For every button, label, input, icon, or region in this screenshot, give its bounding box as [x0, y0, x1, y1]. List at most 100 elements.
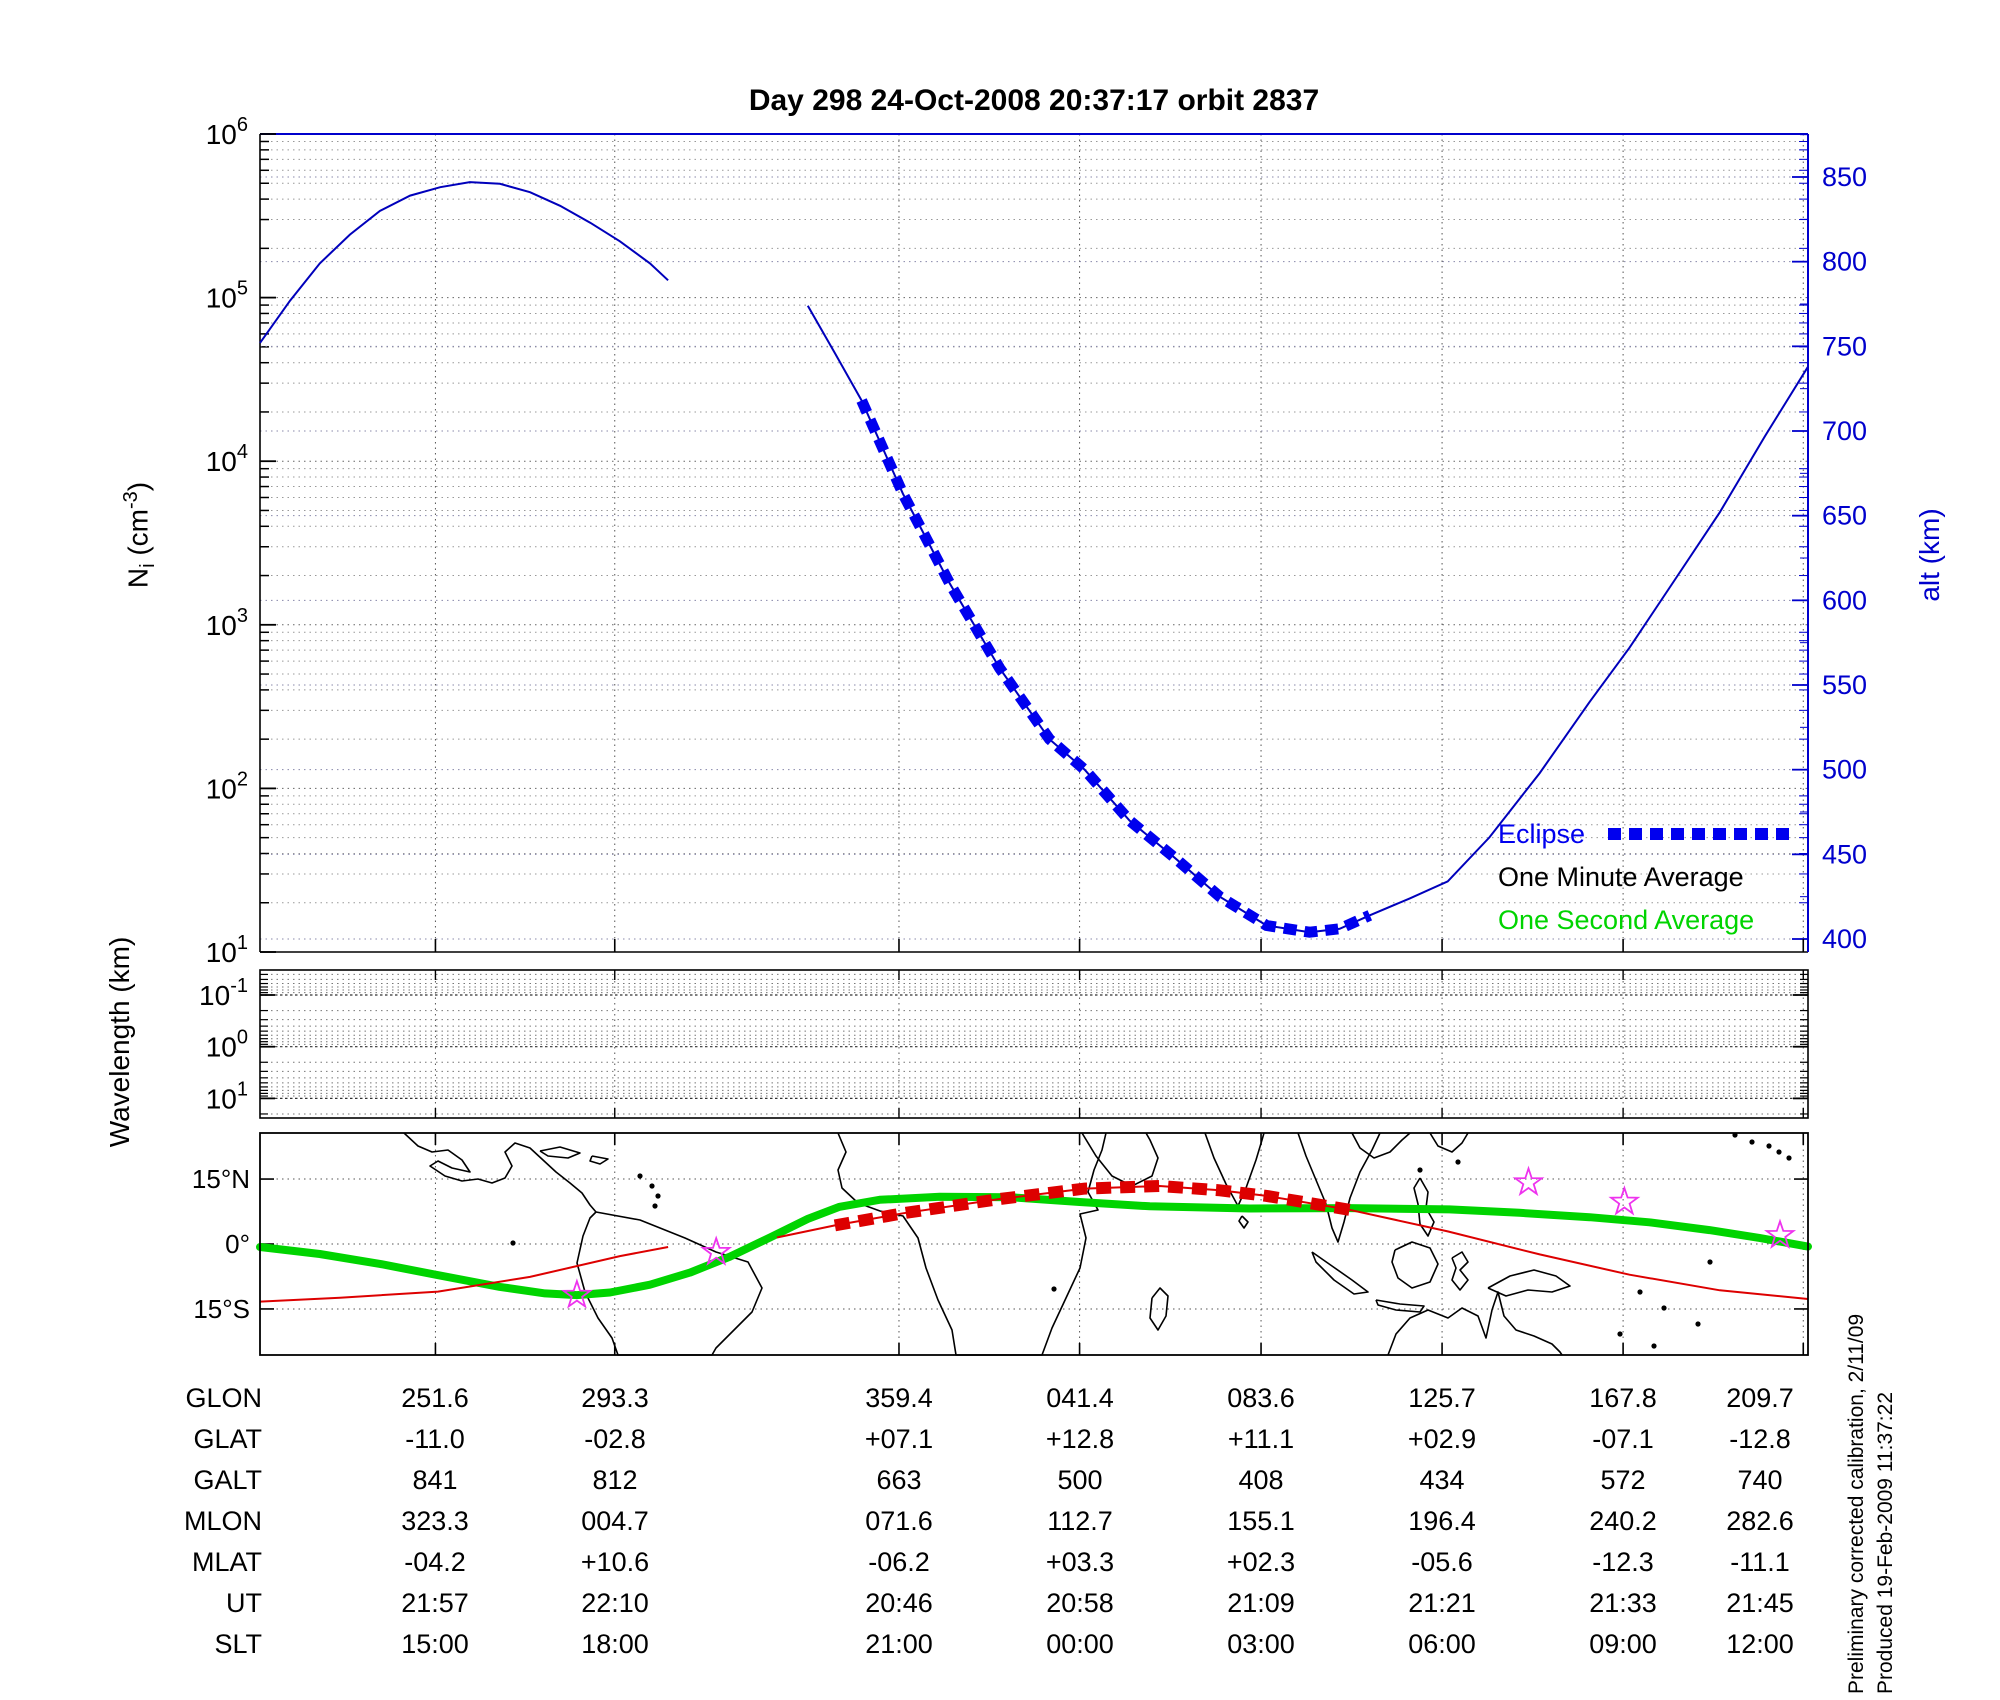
table-row-label-mlat: MLAT — [191, 1547, 262, 1577]
table-cell-glat-col6: +02.9 — [1407, 1424, 1477, 1454]
coastline — [1451, 1251, 1469, 1291]
table-cell-glon-col7: 167.8 — [1589, 1383, 1657, 1413]
coastline — [1375, 1299, 1425, 1313]
table-cell-glat-col5: +11.1 — [1227, 1424, 1295, 1454]
table-cell-mlat-col2: +10.6 — [580, 1547, 650, 1577]
table-cell-mlon-col4: 112.7 — [1047, 1506, 1113, 1536]
legend-label-one-second-average: One Second Average — [1498, 905, 1754, 935]
table-cell-mlat-col3: -06.2 — [868, 1547, 930, 1577]
island-dot — [652, 1203, 658, 1209]
wavelength-axis-title: Wavelength (km) — [104, 936, 135, 1148]
map-panel-frame — [259, 1132, 1809, 1356]
table-cell-ut-col3: 20:46 — [865, 1588, 933, 1618]
table-cell-ut-col1: 21:57 — [401, 1588, 469, 1618]
table-cell-glat-col1: -11.0 — [405, 1424, 465, 1454]
ni-axis-title: Ni (cm-3) — [120, 482, 160, 588]
map-star-marker — [1608, 1185, 1641, 1216]
table-cell-glon-col8: 209.7 — [1726, 1383, 1794, 1413]
table-cell-glat-col4: +12.8 — [1045, 1424, 1115, 1454]
alt-tick-label: 500 — [1822, 755, 1867, 785]
table-cell-mlon-col7: 240.2 — [1589, 1506, 1657, 1536]
island-dot — [1695, 1321, 1701, 1327]
table-cell-mlat-col8: -11.1 — [1730, 1547, 1790, 1577]
table-cell-galt-col8: 740 — [1737, 1465, 1783, 1495]
island-dot — [1417, 1167, 1423, 1173]
alt-tick-label: 800 — [1822, 247, 1867, 277]
table-cell-ut-col7: 21:33 — [1589, 1588, 1657, 1618]
island-dot — [1637, 1289, 1643, 1295]
coastline — [1297, 1132, 1381, 1243]
table-row-label-glat: GLAT — [193, 1424, 262, 1454]
table-cell-mlon-col5: 155.1 — [1227, 1506, 1295, 1536]
map-red-track-segment1 — [259, 1246, 669, 1303]
alt-tick-label: 850 — [1822, 162, 1867, 192]
table-row-label-galt: GALT — [193, 1465, 262, 1495]
side-notes: Preliminary corrected calibration, 2/11/… — [1842, 1314, 1900, 1694]
legend-label-eclipse: Eclipse — [1498, 819, 1585, 849]
table-cell-galt-col6: 434 — [1419, 1465, 1465, 1495]
table-cell-galt-col1: 841 — [412, 1465, 458, 1495]
table-cell-slt-col4: 00:00 — [1046, 1629, 1114, 1659]
coastline — [1429, 1132, 1469, 1153]
island-dot — [649, 1183, 655, 1189]
table-row-label-mlon: MLON — [183, 1506, 262, 1536]
ni-axis-title-sup: -3 — [120, 491, 143, 509]
coastline — [576, 1211, 763, 1356]
table-cell-ut-col6: 21:21 — [1408, 1588, 1476, 1618]
coastline — [1387, 1291, 1563, 1356]
table-cell-glon-col6: 125.7 — [1408, 1383, 1476, 1413]
ni-axis-title-mid: (cm — [122, 509, 154, 564]
coastline — [1487, 1269, 1571, 1297]
ni-tick-label: 106 — [206, 114, 248, 150]
table-cell-glon-col1: 251.6 — [401, 1383, 469, 1413]
coastline — [1413, 1177, 1435, 1237]
table-cell-ut-col8: 21:45 — [1726, 1588, 1794, 1618]
alt-tick-label: 400 — [1822, 924, 1867, 954]
island-dot — [1051, 1286, 1057, 1292]
map-star-marker — [700, 1235, 733, 1266]
table-row-label-slt: SLT — [214, 1629, 262, 1659]
ni-tick-label: 103 — [206, 605, 248, 641]
side-note-calibration: Preliminary corrected calibration, 2/11/… — [1845, 1313, 1868, 1694]
map-red-eclipse-overlay — [833, 1179, 1351, 1232]
island-dot — [637, 1173, 643, 1179]
table-cell-mlon-col2: 004.7 — [581, 1506, 649, 1536]
ni-axis-title-end: ) — [122, 481, 154, 492]
coastline — [589, 1155, 609, 1165]
table-cell-mlon-col6: 196.4 — [1408, 1506, 1476, 1536]
lat-tick-label: 0° — [225, 1229, 250, 1259]
wavelength-panel-frame — [259, 969, 1809, 1119]
map-green-track — [256, 1192, 1812, 1300]
coastline — [837, 1132, 1107, 1356]
alt-tick-label: 450 — [1822, 839, 1867, 869]
table-cell-slt-col2: 18:00 — [581, 1629, 649, 1659]
plot-title: Day 298 24-Oct-2008 20:37:17 orbit 2837 — [748, 84, 1320, 117]
table-row-label-glon: GLON — [185, 1383, 262, 1413]
side-note-produced: Produced 19-Feb-2009 11:37:22 — [1874, 1392, 1897, 1694]
table-cell-galt-col2: 812 — [592, 1465, 638, 1495]
table-cell-mlat-col6: -05.6 — [1411, 1547, 1473, 1577]
table-cell-mlon-col1: 323.3 — [401, 1506, 469, 1536]
coastline — [539, 1146, 581, 1159]
altitude-curve-segment1 — [259, 181, 669, 344]
island-dot — [1786, 1155, 1792, 1161]
coastline — [1351, 1132, 1411, 1159]
coastline — [403, 1132, 597, 1213]
table-cell-ut-col2: 22:10 — [581, 1588, 649, 1618]
coastline — [1238, 1215, 1249, 1229]
map-star-marker — [560, 1278, 593, 1309]
ni-axis-title-sub: i — [136, 563, 159, 568]
table-cell-glat-col3: +07.1 — [864, 1424, 934, 1454]
table-cell-mlon-col8: 282.6 — [1726, 1506, 1794, 1536]
island-dot — [1766, 1143, 1772, 1149]
table-cell-slt-col1: 15:00 — [401, 1629, 469, 1659]
island-dot — [1707, 1259, 1713, 1265]
lat-tick-label: 15°N — [192, 1164, 250, 1194]
island-dot — [510, 1240, 516, 1246]
alt-tick-label: 700 — [1822, 416, 1867, 446]
table-cell-galt-col5: 408 — [1238, 1465, 1284, 1495]
table-cell-galt-col3: 663 — [876, 1465, 922, 1495]
map-star-marker — [1764, 1218, 1797, 1249]
